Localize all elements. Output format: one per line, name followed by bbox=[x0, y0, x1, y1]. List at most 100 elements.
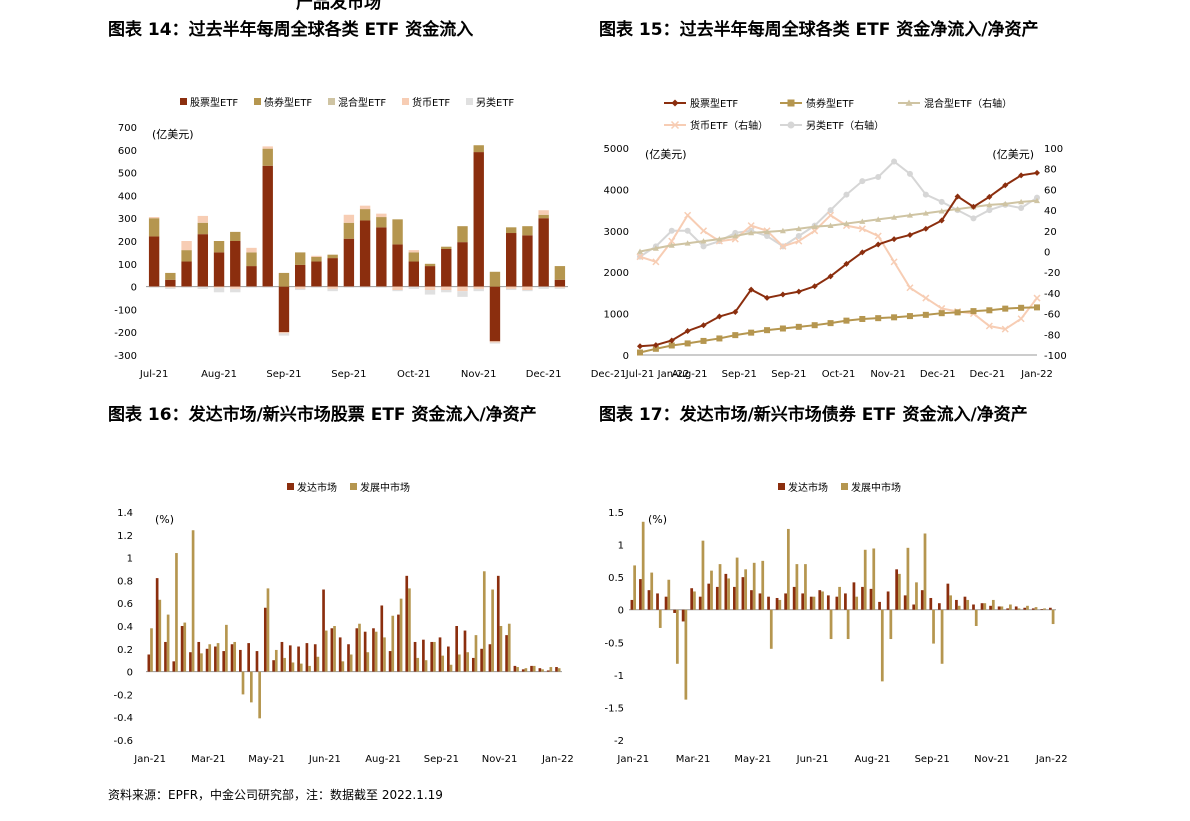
source-note: 资料来源：EPFR，中金公司研究部，注：数据截至 2022.1.19 bbox=[108, 788, 443, 802]
fig15-point bbox=[764, 294, 771, 301]
fig17-bar bbox=[844, 593, 847, 610]
fig17-bar bbox=[710, 570, 713, 610]
fig17-bar bbox=[750, 590, 753, 610]
fig17-xtick: Mar-21 bbox=[676, 754, 711, 765]
fig17-bar bbox=[838, 586, 841, 610]
fig16-bar bbox=[413, 641, 417, 672]
fig17-bar bbox=[932, 609, 935, 644]
fig15-point bbox=[811, 222, 818, 229]
fig15-xtick: Sep-21 bbox=[722, 369, 757, 380]
fig15-legend-marker bbox=[671, 99, 679, 107]
fig16-bar bbox=[291, 662, 295, 672]
fig17-bar bbox=[633, 565, 637, 610]
fig16-bar bbox=[305, 643, 309, 672]
fig15-right-ytick: 20 bbox=[1044, 227, 1057, 238]
fig15-point bbox=[827, 211, 835, 219]
fig15-point bbox=[1018, 172, 1025, 179]
fig15-point bbox=[986, 201, 993, 208]
fig16-bar bbox=[388, 651, 392, 672]
fig15-point bbox=[637, 248, 643, 254]
fig16-bar bbox=[383, 637, 386, 672]
fig16-bar bbox=[155, 578, 159, 672]
fig17-xtick: Aug-21 bbox=[854, 754, 890, 765]
fig15-point bbox=[906, 284, 914, 292]
fig17-bar bbox=[929, 597, 933, 610]
fig17-bar bbox=[1031, 608, 1035, 610]
fig15-point bbox=[938, 217, 945, 224]
fig17-bar bbox=[767, 596, 770, 610]
fig14-bar bbox=[197, 222, 209, 235]
fig16-bar bbox=[358, 623, 361, 672]
fig14-bar bbox=[148, 236, 160, 287]
fig16-bar bbox=[438, 637, 442, 672]
fig16-bar bbox=[166, 614, 170, 672]
fig17-bar bbox=[690, 588, 694, 610]
fig15-point bbox=[954, 207, 961, 214]
fig16-bar bbox=[399, 598, 403, 672]
fig14-bar bbox=[408, 286, 420, 289]
fig14-bar bbox=[165, 286, 176, 288]
fig15-point bbox=[891, 214, 898, 220]
fig14-bar bbox=[489, 286, 501, 342]
fig14-bar bbox=[262, 148, 273, 166]
fig15-xtick: Dec-21 bbox=[970, 369, 1006, 380]
fig16-bar bbox=[546, 670, 550, 672]
fig14-xtick: Jan-22 bbox=[657, 369, 690, 380]
fig15-right-ytick: 100 bbox=[1044, 144, 1063, 155]
fig15-left-ytick: 4000 bbox=[604, 185, 629, 196]
fig17-bar bbox=[801, 593, 805, 610]
fig16-bar bbox=[191, 530, 195, 672]
fig14-bar bbox=[392, 290, 403, 292]
fig14-bar bbox=[408, 261, 420, 287]
fig16-ytick: -0.4 bbox=[113, 713, 133, 724]
fig15-point bbox=[954, 307, 962, 316]
fig14-bar bbox=[343, 214, 355, 223]
fig17-xtick: Sep-21 bbox=[915, 754, 950, 765]
fig17-bar bbox=[1034, 607, 1038, 610]
fig17-bar bbox=[724, 573, 728, 610]
fig14-bar bbox=[473, 288, 484, 292]
fig16-bar bbox=[391, 615, 395, 672]
fig17-bar bbox=[727, 578, 730, 610]
fig16-bar bbox=[555, 667, 558, 672]
fig16-bar bbox=[532, 665, 536, 672]
fig16-bar bbox=[230, 644, 234, 672]
fig16-bar bbox=[471, 657, 475, 672]
fig17-bar bbox=[1023, 607, 1027, 610]
fig17-bar bbox=[912, 604, 916, 610]
fig16-bar bbox=[175, 553, 178, 672]
fig14-legend-swatch bbox=[180, 98, 187, 105]
fig15-left-ytick: 1000 bbox=[604, 310, 629, 321]
fig16-bar bbox=[255, 651, 259, 672]
fig15-point bbox=[906, 313, 913, 320]
fig15-point bbox=[652, 243, 659, 250]
fig14-bar bbox=[311, 255, 322, 257]
fig14-bar bbox=[424, 290, 436, 295]
fig17-bar bbox=[1000, 606, 1004, 610]
fig16-bar bbox=[239, 649, 242, 672]
fig15-point bbox=[890, 258, 898, 266]
fig17-bar bbox=[667, 579, 671, 610]
fig16-bar bbox=[266, 588, 270, 672]
fig16-bar bbox=[488, 644, 492, 672]
fig17-bar bbox=[983, 603, 987, 610]
fig17-bar bbox=[872, 548, 876, 610]
fig15-point bbox=[716, 236, 723, 242]
fig14-bar bbox=[343, 286, 355, 288]
fig15-point bbox=[748, 329, 755, 336]
fig16-bar bbox=[225, 624, 228, 672]
fig16-bar bbox=[541, 669, 544, 672]
fig17-xtick: Nov-21 bbox=[974, 754, 1010, 765]
fig14-bar bbox=[213, 286, 225, 288]
fig15-point bbox=[732, 332, 739, 339]
fig14-legend-label: 债券型ETF bbox=[264, 96, 312, 109]
fig14-ytick: -100 bbox=[114, 305, 137, 316]
fig16-ytick: 1 bbox=[127, 554, 133, 565]
fig14-bar bbox=[457, 291, 468, 297]
fig14-ytick: 500 bbox=[118, 169, 137, 180]
fig14-xtick: Dec-21 bbox=[591, 369, 627, 380]
fig17-legend-label: 发展中市场 bbox=[851, 481, 901, 494]
fig14-bar bbox=[230, 286, 241, 289]
fig14-bar bbox=[148, 218, 160, 237]
fig14-bar bbox=[392, 244, 403, 287]
